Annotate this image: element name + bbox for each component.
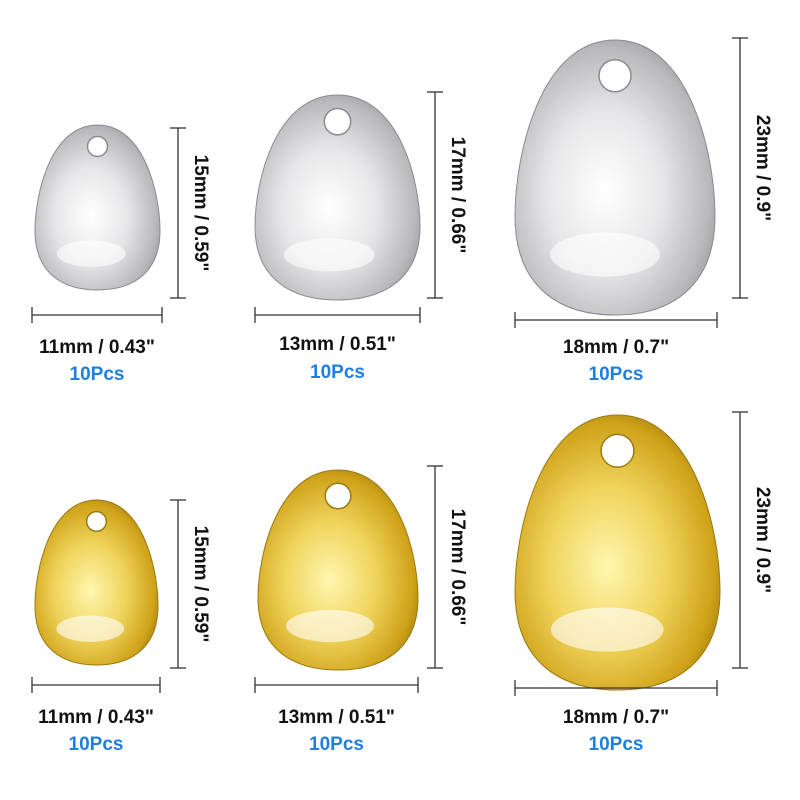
width-label: 18mm / 0.7" bbox=[563, 707, 669, 728]
blade-highlight bbox=[56, 615, 125, 642]
quantity-label: 10Pcs bbox=[589, 734, 644, 755]
height-label: 17mm / 0.66" bbox=[447, 137, 468, 254]
height-label: 17mm / 0.66" bbox=[447, 509, 468, 626]
height-label: 23mm / 0.9" bbox=[752, 487, 773, 593]
height-label: 23mm / 0.9" bbox=[752, 115, 773, 221]
quantity-label: 10Pcs bbox=[309, 734, 364, 755]
quantity-label: 10Pcs bbox=[70, 364, 125, 385]
width-label: 18mm / 0.7" bbox=[563, 337, 669, 358]
blade-hole bbox=[600, 433, 635, 468]
blade-hole bbox=[85, 510, 108, 533]
width-label: 13mm / 0.51" bbox=[279, 334, 396, 355]
blade-hole bbox=[598, 59, 632, 93]
quantity-label: 10Pcs bbox=[310, 362, 365, 383]
height-label: 15mm / 0.59" bbox=[190, 155, 211, 272]
blade-hole bbox=[324, 482, 352, 510]
blade-highlight bbox=[550, 232, 660, 277]
quantity-label: 10Pcs bbox=[69, 734, 124, 755]
quantity-label: 10Pcs bbox=[589, 364, 644, 385]
height-label: 15mm / 0.59" bbox=[190, 526, 211, 643]
blade-highlight bbox=[550, 607, 664, 652]
width-label: 11mm / 0.43" bbox=[39, 337, 155, 358]
blade-hole bbox=[86, 135, 109, 158]
blade-highlight bbox=[286, 610, 374, 642]
width-label: 11mm / 0.43" bbox=[38, 707, 154, 728]
blade-highlight bbox=[56, 240, 126, 267]
blade-hole bbox=[323, 107, 352, 136]
blade-highlight bbox=[283, 238, 375, 272]
width-label: 13mm / 0.51" bbox=[278, 707, 395, 728]
